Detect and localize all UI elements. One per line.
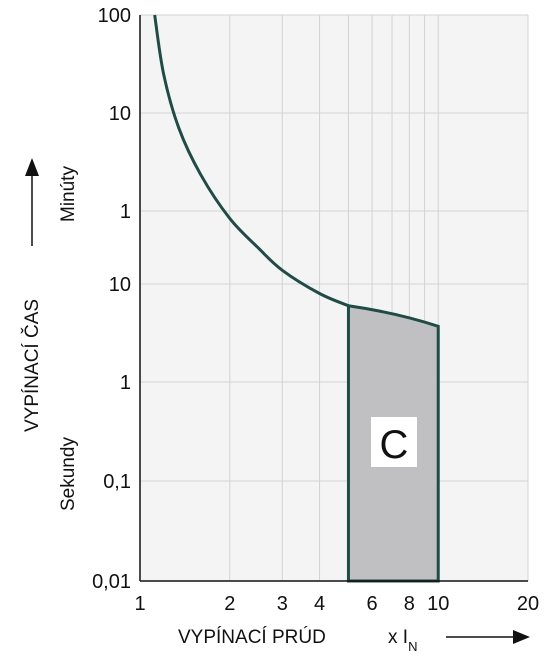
tripping-curve [153,14,350,308]
x-gridlines [229,15,529,581]
y-tick-label: 0,1 [103,471,131,493]
y-axis-label: VYPÍNACÍ ČAS [21,299,43,432]
region-label-box [371,417,417,467]
x-tick-label: 3 [277,593,288,615]
y-tick-label: 0,01 [92,571,131,593]
y-minutes-label: Minúty [58,166,79,222]
x-axis-subscript: N [408,639,417,654]
x-axis-suffix: x IN [388,627,417,654]
x-tick-label: 4 [314,593,325,615]
x-tick-label: 6 [367,593,378,615]
x-tick-labels: 1 2 3 4 6 8 10 20 [134,593,539,615]
x-axis-suffix-text: x I [388,627,408,648]
y-tick-label: 10 [109,274,131,296]
x-tick-label: 2 [224,593,235,615]
y-tick-label: 10 [109,103,131,125]
x-tick-label: 8 [404,593,415,615]
y-seconds-label: Sekundy [58,437,79,511]
y-tick-label: 100 [98,5,131,27]
y-tick-label: 1 [120,372,131,394]
y-axis-arrow [25,158,39,246]
x-axis-label: VYPÍNACÍ PRÚD [178,626,326,648]
region-label: C [380,423,409,467]
x-tick-label: 20 [517,593,539,615]
y-tick-label: 1 [120,201,131,223]
x-tick-label: 1 [134,593,145,615]
x-tick-label: 10 [427,593,449,615]
plot-background [140,15,528,581]
y-tick-labels: 0,01 0,1 1 10 1 10 100 [92,5,131,593]
x-axis-arrow [446,630,530,644]
